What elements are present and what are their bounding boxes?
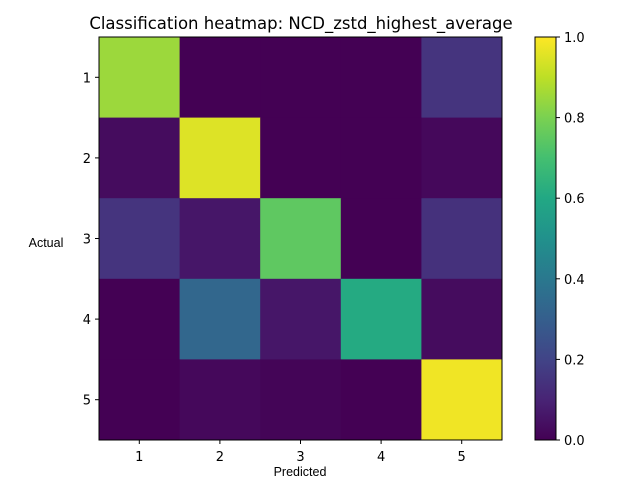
heatmap-cell bbox=[99, 37, 181, 119]
y-axis: 1 2 3 4 5 bbox=[83, 71, 99, 409]
heatmap-cell bbox=[421, 117, 503, 199]
heatmap-cell bbox=[260, 37, 342, 119]
heatmap-cell bbox=[340, 359, 422, 441]
y-tick-label: 5 bbox=[83, 394, 91, 409]
heatmap-cell bbox=[179, 359, 261, 441]
heatmap-cell bbox=[260, 117, 342, 199]
heatmap-cell bbox=[99, 359, 181, 441]
y-tick-label: 2 bbox=[83, 152, 91, 167]
y-tick-label: 4 bbox=[83, 313, 91, 328]
colorbar-ticks: 0.0 0.2 0.4 0.6 0.8 1.0 bbox=[556, 31, 585, 449]
x-tick-label: 5 bbox=[458, 450, 466, 465]
heatmap-cell bbox=[179, 117, 261, 199]
heatmap-cell bbox=[179, 278, 261, 360]
heatmap-cell bbox=[179, 198, 261, 280]
heatmap-cell bbox=[421, 359, 503, 441]
heatmap-cell bbox=[421, 278, 503, 360]
heatmap-cell bbox=[340, 117, 422, 199]
x-axis-label: Predicted bbox=[274, 465, 327, 479]
heatmap-cell bbox=[421, 198, 503, 280]
heatmap-cells bbox=[99, 37, 503, 441]
x-axis: 1 2 3 4 5 bbox=[135, 440, 466, 465]
x-tick-label: 4 bbox=[377, 450, 385, 465]
y-tick-label: 3 bbox=[83, 233, 91, 248]
heatmap-cell bbox=[179, 37, 261, 119]
heatmap-cell bbox=[340, 278, 422, 360]
heatmap-cell bbox=[260, 198, 342, 280]
colorbar-tick-label: 0.2 bbox=[564, 353, 585, 368]
y-tick-label: 1 bbox=[83, 71, 91, 86]
colorbar bbox=[534, 36, 557, 441]
heatmap-cell bbox=[99, 198, 181, 280]
x-tick-label: 3 bbox=[296, 450, 304, 465]
heatmap-cell bbox=[99, 278, 181, 360]
x-tick-label: 2 bbox=[216, 450, 224, 465]
heatmap-cell bbox=[260, 278, 342, 360]
colorbar-tick-label: 1.0 bbox=[564, 31, 585, 46]
heatmap-cell bbox=[340, 37, 422, 119]
x-tick-label: 1 bbox=[135, 450, 143, 465]
colorbar-tick-label: 0.0 bbox=[564, 434, 585, 449]
y-axis-label: Actual bbox=[29, 236, 64, 250]
heatmap-cell bbox=[421, 37, 503, 119]
heatmap-cell bbox=[260, 359, 342, 441]
heatmap-cell bbox=[99, 117, 181, 199]
colorbar-tick-label: 0.8 bbox=[564, 112, 585, 127]
heatmap-cell bbox=[340, 198, 422, 280]
colorbar-tick-label: 0.6 bbox=[564, 192, 585, 207]
chart-title: Classification heatmap: NCD_zstd_highest… bbox=[89, 14, 512, 34]
colorbar-tick-label: 0.4 bbox=[564, 273, 585, 288]
